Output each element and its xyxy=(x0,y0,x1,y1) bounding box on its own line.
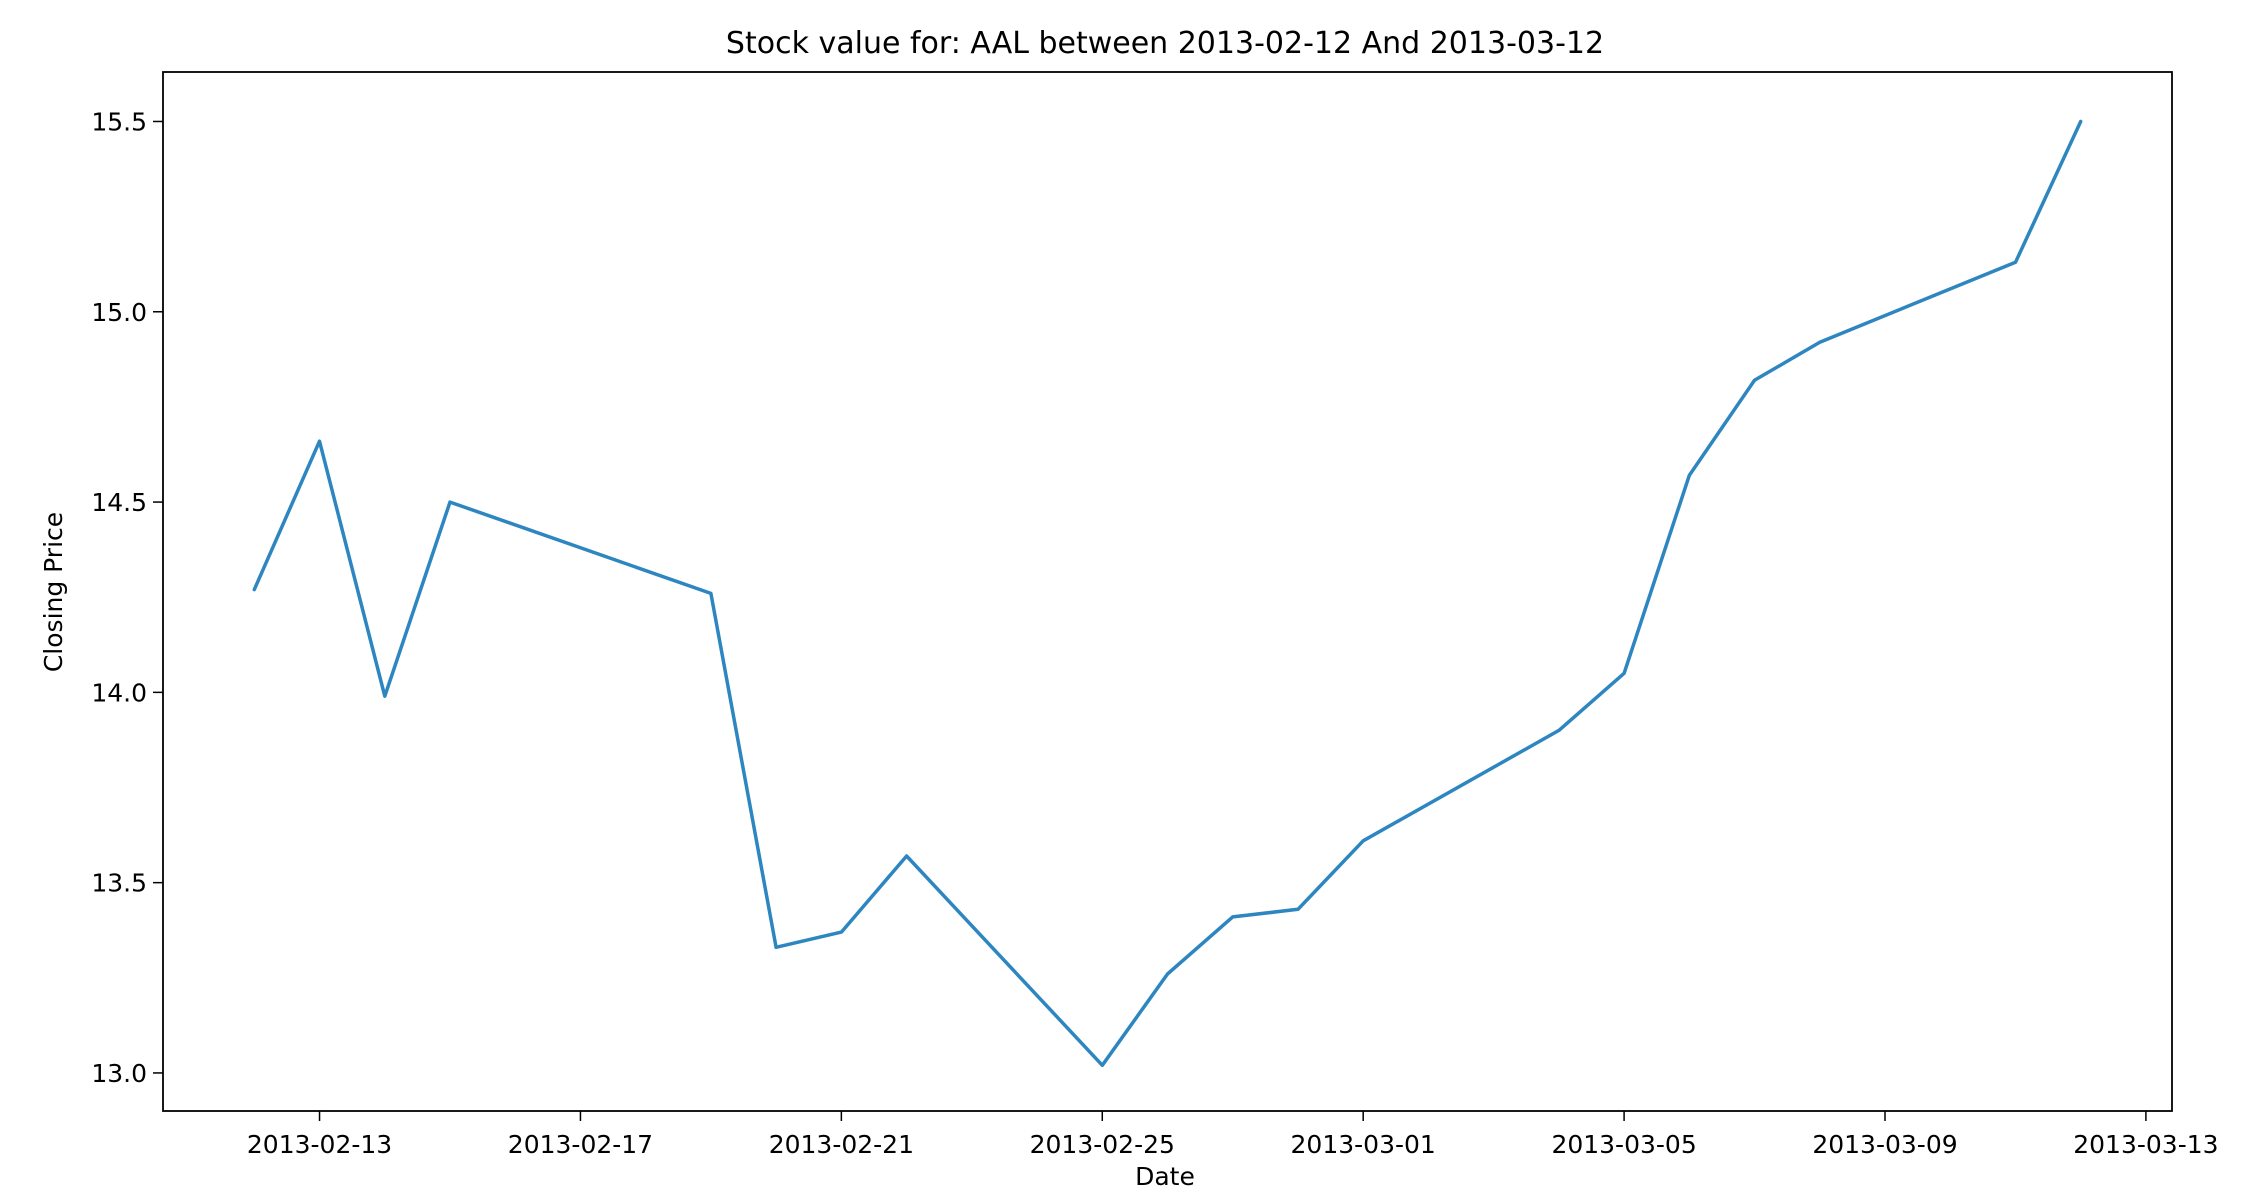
y-tick-label: 13.5 xyxy=(91,869,147,898)
x-tick-label: 2013-03-09 xyxy=(1812,1130,1957,1159)
x-tick-label: 2013-02-13 xyxy=(247,1130,392,1159)
y-tick-label: 15.5 xyxy=(91,107,147,136)
x-tick-label: 2013-02-25 xyxy=(1030,1130,1175,1159)
x-tick-label: 2013-03-13 xyxy=(2073,1130,2218,1159)
series-line xyxy=(252,119,2083,1068)
plot-area: 2013-02-13 2013-02-17 2013-02-21 2013-02-25… xyxy=(91,71,2219,1159)
y-tick-label: 13.0 xyxy=(91,1059,147,1088)
x-axis-label: Date xyxy=(1135,1162,1195,1191)
x-tick-label: 2013-02-17 xyxy=(508,1130,653,1159)
plot-frame xyxy=(162,71,2173,1112)
x-tick-label: 2013-03-01 xyxy=(1291,1130,1436,1159)
y-tick-label: 14.5 xyxy=(91,488,147,517)
y-tick-label: 14.0 xyxy=(91,678,147,707)
y-axis-label: Closing Price xyxy=(39,512,68,672)
x-tick-label: 2013-03-05 xyxy=(1551,1130,1696,1159)
y-tick-label: 15.0 xyxy=(91,298,147,327)
x-tick-label: 2013-02-21 xyxy=(769,1130,914,1159)
chart-title: Stock value for: AAL between 2013-02-12 … xyxy=(726,26,1604,61)
